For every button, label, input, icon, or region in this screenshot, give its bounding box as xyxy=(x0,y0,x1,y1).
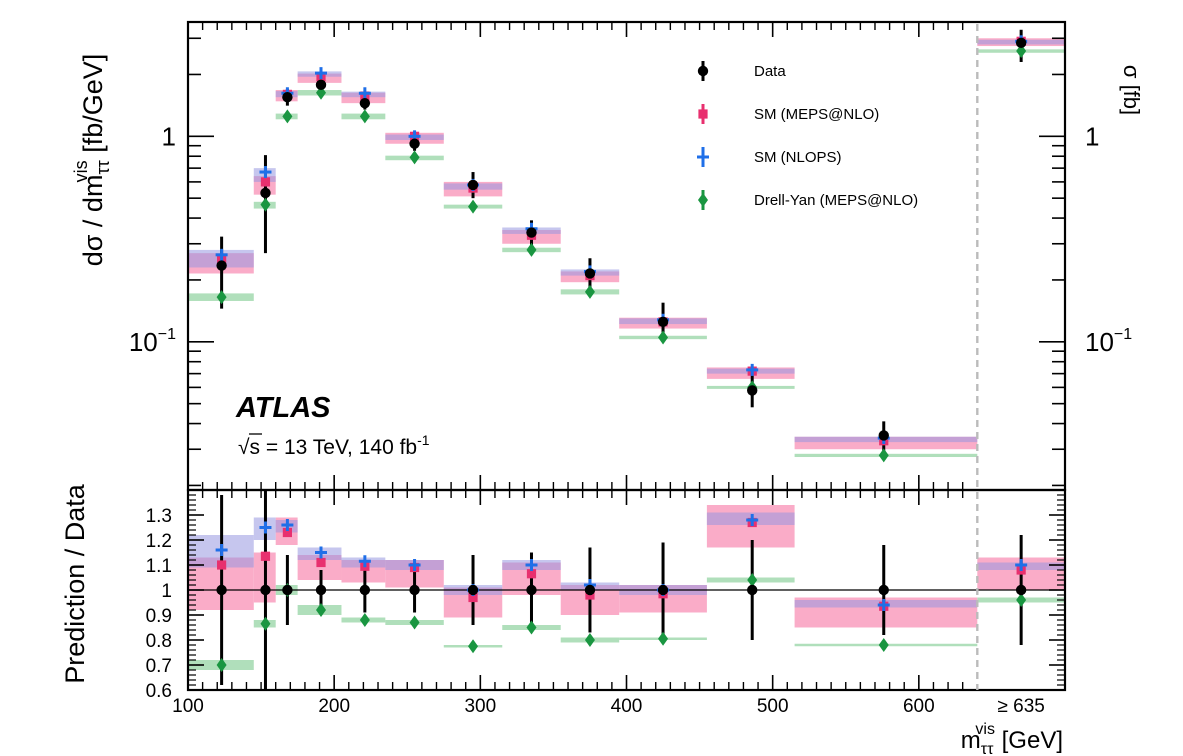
right-axis-label: σ [fb] xyxy=(1119,65,1144,115)
energy-lumi-label: √s = 13 TeV, 140 fb-1 xyxy=(238,432,430,459)
ratio-marker-Drell-Yan (MEPS@NLO) xyxy=(878,638,889,652)
ratio-marker-data xyxy=(1015,584,1027,596)
axes xyxy=(186,20,1067,692)
y-tick-label-lower: 1.1 xyxy=(146,556,172,577)
legend-label: Data xyxy=(754,63,786,80)
legend-label: Drell-Yan (MEPS@NLO) xyxy=(754,192,918,209)
ratio-marker-SM (MEPS@NLO) xyxy=(260,551,271,561)
marker-Drell-Yan (MEPS@NLO) xyxy=(359,109,370,124)
x-axis-label: mττvis [GeV] xyxy=(961,721,1063,756)
legend: Data SM (MEPS@NLO) SM (NLOPS) Drell-Yan (ME… xyxy=(697,61,918,210)
x-tick-label: 600 xyxy=(903,696,935,717)
marker-Drell-Yan (MEPS@NLO) xyxy=(468,199,479,214)
ratio-marker-SM (MEPS@NLO) xyxy=(526,569,537,579)
data-points xyxy=(215,29,1028,690)
x-tick-label: 500 xyxy=(757,696,789,717)
y-axis-label-upper: dσ / dmττvis [fb/GeV] xyxy=(71,54,113,267)
y-tick-label-upper: 1 xyxy=(162,121,176,151)
marker-Drell-Yan (MEPS@NLO) xyxy=(409,150,420,165)
y-tick-label-lower: 1.3 xyxy=(146,506,172,527)
x-tick-label: ≥ 635 xyxy=(997,696,1044,717)
atlas-label: ATLAS xyxy=(235,392,331,424)
y-tick-label-lower: 0.6 xyxy=(146,681,172,702)
marker-data xyxy=(584,268,596,279)
ratio-marker-Drell-Yan (MEPS@NLO) xyxy=(584,633,595,647)
marker-Drell-Yan (MEPS@NLO) xyxy=(878,448,889,463)
ratio-marker-data xyxy=(584,584,596,596)
marker-data xyxy=(526,227,537,238)
legend-label: SM (NLOPS) xyxy=(754,149,842,166)
y-axis-label-lower: Prediction / Data xyxy=(60,483,90,684)
marker-Drell-Yan (MEPS@NLO) xyxy=(260,197,271,212)
x-tick-label: 100 xyxy=(172,696,204,717)
ratio-marker-data xyxy=(526,584,537,596)
marker-Drell-Yan (MEPS@NLO) xyxy=(282,109,293,124)
ratio-marker-Drell-Yan (MEPS@NLO) xyxy=(316,603,327,617)
ratio-marker-SM (MEPS@NLO) xyxy=(316,557,326,568)
y-tick-label-lower: 0.7 xyxy=(146,656,172,677)
ratio-marker-data xyxy=(409,584,420,596)
y-tick-label-right: 1 xyxy=(1085,121,1099,151)
marker-data xyxy=(467,179,479,191)
marker-Drell-Yan (MEPS@NLO) xyxy=(216,290,227,305)
ratio-marker-Drell-Yan (MEPS@NLO) xyxy=(216,658,227,672)
axis-labels: 100 200 300 400 500 600 ≥ 635 1 10−1 1 10−1 0.6 0.7 0… xyxy=(60,54,1144,756)
ratio-marker-Drell-Yan (MEPS@NLO) xyxy=(260,616,271,631)
marker-data xyxy=(657,316,669,328)
y-tick-label-right: 10−1 xyxy=(1085,326,1132,357)
ratio-marker-data xyxy=(282,584,293,596)
ratio-marker-Drell-Yan (MEPS@NLO) xyxy=(658,631,669,646)
ratio-marker-data xyxy=(359,584,371,596)
marker-Drell-Yan (MEPS@NLO) xyxy=(526,242,537,257)
ratio-marker-SM (MEPS@NLO) xyxy=(217,560,227,570)
ratio-marker-Drell-Yan (MEPS@NLO) xyxy=(409,615,420,630)
marker-data xyxy=(878,430,889,441)
ratio-marker-Drell-Yan (MEPS@NLO) xyxy=(747,573,758,587)
ratio-marker-data xyxy=(657,584,669,596)
legend-marker xyxy=(698,109,708,119)
y-tick-label-lower: 1.2 xyxy=(146,531,172,552)
marker-Drell-Yan (MEPS@NLO) xyxy=(1016,44,1027,59)
ratio-marker-data xyxy=(260,584,271,596)
ratio-marker-SM (MEPS@NLO) xyxy=(282,527,292,538)
marker-data xyxy=(260,187,271,199)
y-tick-label-upper: 10−1 xyxy=(129,326,176,357)
marker-data xyxy=(315,79,327,91)
ratio-marker-Drell-Yan (MEPS@NLO) xyxy=(468,639,479,654)
ratio-marker-SM (MEPS@NLO) xyxy=(468,592,478,603)
ratio-marker-Drell-Yan (MEPS@NLO) xyxy=(526,620,537,635)
legend-marker xyxy=(698,193,708,207)
marker-Drell-Yan (MEPS@NLO) xyxy=(658,330,669,345)
x-tick-label: 400 xyxy=(611,696,643,717)
marker-data xyxy=(216,260,227,271)
marker-data xyxy=(282,92,293,103)
legend-label: SM (MEPS@NLO) xyxy=(754,106,879,123)
y-tick-label-lower: 0.8 xyxy=(146,631,172,652)
marker-data xyxy=(359,97,371,109)
ratio-marker-data xyxy=(315,584,327,596)
marker-data xyxy=(747,385,758,396)
marker-data xyxy=(409,138,420,149)
marker-SM (MEPS@NLO) xyxy=(260,177,271,187)
ratio-marker-Drell-Yan (MEPS@NLO) xyxy=(359,613,370,627)
legend-marker xyxy=(697,65,709,77)
marker-Drell-Yan (MEPS@NLO) xyxy=(584,284,595,299)
x-tick-label: 200 xyxy=(318,696,350,717)
y-tick-label-lower: 0.9 xyxy=(146,606,172,627)
ratio-marker-data xyxy=(747,584,758,596)
ratio-marker-data xyxy=(216,584,227,596)
x-tick-label: 300 xyxy=(464,696,496,717)
ratio-marker-data xyxy=(467,584,479,596)
marker-data xyxy=(1015,37,1027,49)
ratio-marker-data xyxy=(878,584,889,596)
ratio-marker-Drell-Yan (MEPS@NLO) xyxy=(1016,593,1027,607)
y-tick-label-lower: 1 xyxy=(161,581,172,602)
